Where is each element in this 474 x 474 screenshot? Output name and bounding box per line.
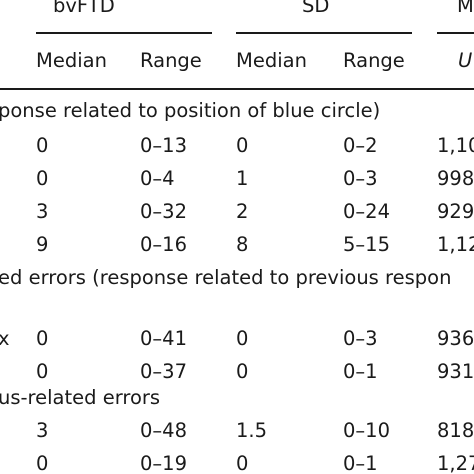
- table-cell: 3: [36, 200, 49, 223]
- table-cell: 936: [437, 327, 474, 350]
- table-cell: 1,12: [437, 233, 474, 256]
- group-rule-bvftd: [36, 32, 212, 34]
- table-cell: 0–32: [140, 200, 187, 223]
- table-cell: 0: [36, 452, 49, 474]
- table-cell: 0: [36, 134, 49, 157]
- table-cell: 8: [236, 233, 249, 256]
- table-cell: 1.5: [236, 419, 268, 442]
- table-cell: 0: [236, 452, 249, 474]
- table-cell: 0–41: [140, 327, 187, 350]
- table-cell: 0–4: [140, 167, 175, 190]
- group-header-bvftd: bvFTD: [53, 0, 115, 17]
- table-cell: 0–2: [343, 134, 378, 157]
- table-cell: 0–24: [343, 200, 390, 223]
- table-cell: 0: [236, 360, 249, 383]
- table-cell: 0: [236, 134, 249, 157]
- group-rule-sd: [236, 32, 412, 34]
- table-cell: 929: [437, 200, 474, 223]
- table-cell: 0–13: [140, 134, 187, 157]
- table-cell: 818: [437, 419, 474, 442]
- table-cell: 0–10: [343, 419, 390, 442]
- table-cell: 931: [437, 360, 474, 383]
- subheader-range-sd: Range: [343, 49, 405, 72]
- subheader-u: U: [458, 49, 473, 72]
- table-cell: 0–37: [140, 360, 187, 383]
- subheader-range-bvftd: Range: [140, 49, 202, 72]
- table-cell: 0: [36, 327, 49, 350]
- table-cell: 9: [36, 233, 49, 256]
- table-cell: 0–19: [140, 452, 187, 474]
- section-label: us-related errors: [0, 386, 161, 409]
- table-cell: 0: [36, 167, 49, 190]
- table-cell: 1,27: [437, 452, 474, 474]
- table-cell: 0–1: [343, 452, 378, 474]
- section-label: ed errors (response related to previous …: [0, 266, 452, 289]
- table-cell: 1: [236, 167, 249, 190]
- table-cell: 998: [437, 167, 474, 190]
- section-label: ponse related to position of blue circle…: [0, 99, 381, 122]
- table-cell: 3: [36, 419, 49, 442]
- row-prefix-mark: x: [0, 327, 10, 350]
- table-cell: 0–3: [343, 167, 378, 190]
- table-cell: 0–1: [343, 360, 378, 383]
- table-cell: 0–16: [140, 233, 187, 256]
- group-header-sd: SD: [302, 0, 330, 17]
- table-cell: 2: [236, 200, 249, 223]
- table-cell: 0–3: [343, 327, 378, 350]
- table-cell: 0: [36, 360, 49, 383]
- subheader-median-bvftd: Median: [36, 49, 107, 72]
- header-bottom-rule: [0, 88, 474, 90]
- group-rule-m: [437, 32, 474, 34]
- table-cell: 0: [236, 327, 249, 350]
- table-cell: 5–15: [343, 233, 390, 256]
- table-cell: 1,10: [437, 134, 474, 157]
- subheader-median-sd: Median: [236, 49, 307, 72]
- table-cell: 0–48: [140, 419, 187, 442]
- group-header-m: M: [457, 0, 474, 17]
